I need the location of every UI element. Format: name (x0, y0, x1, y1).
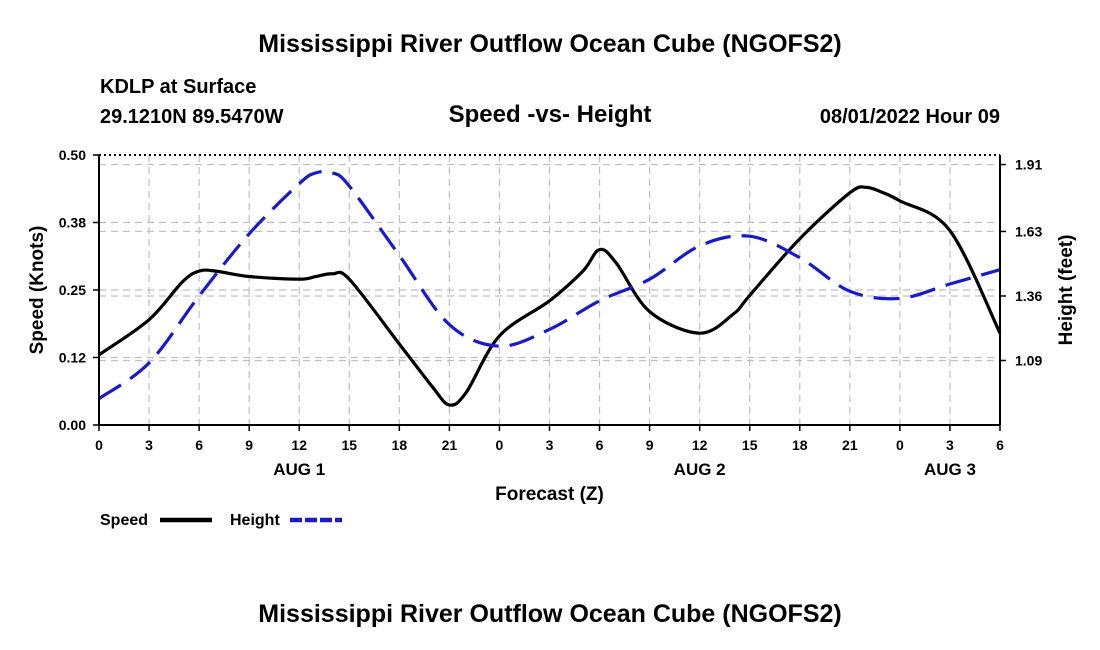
x-tick-label: 15 (341, 437, 357, 453)
y2-tick-label: 1.36 (1015, 288, 1042, 304)
speed-height-chart: 0 3 6 9 12 15 18 21 0 3 6 9 12 15 18 21 0 3 6 AUG 1 AUG 2 AUG… (27, 147, 1077, 529)
day-label: AUG 2 (674, 460, 726, 479)
day-label: AUG 1 (273, 460, 325, 479)
x-tick-label: 0 (95, 437, 103, 453)
series-layer (98, 169, 1002, 407)
x-tick-label: 3 (145, 437, 153, 453)
x-tick-label: 9 (245, 437, 253, 453)
location-label: 29.1210N 89.5470W (100, 106, 284, 128)
series-line-speed (98, 185, 1002, 407)
axes (93, 154, 1006, 431)
y-tick-label: 0.12 (59, 350, 86, 366)
x-tick-label: 6 (996, 437, 1004, 453)
x-tick-label: 18 (392, 437, 408, 453)
legend: Speed Height (100, 512, 342, 529)
x-tick-label: 12 (291, 437, 307, 453)
chart-subtitle: Speed -vs- Height (448, 101, 652, 128)
x-tick-label: 6 (596, 437, 604, 453)
x-tick-label: 21 (842, 437, 858, 453)
y2-axis-title: Height (feet) (1056, 235, 1077, 346)
y2-tick-label: 1.63 (1015, 223, 1042, 239)
footer-title: Mississippi River Outflow Ocean Cube (NG… (258, 600, 842, 628)
x-tick-label: 0 (896, 437, 904, 453)
grid (99, 155, 1000, 425)
x-tick-label: 18 (792, 437, 808, 453)
x-tick-label: 9 (646, 437, 654, 453)
station-label: KDLP at Surface (100, 76, 257, 98)
y-tick-label: 0.00 (59, 417, 86, 433)
y-axis-title: Speed (Knots) (27, 226, 48, 355)
x-tick-label: 3 (546, 437, 554, 453)
x-tick-label: 21 (442, 437, 458, 453)
y2-tick-label: 1.09 (1015, 352, 1042, 368)
chart-title: Mississippi River Outflow Ocean Cube (NG… (258, 30, 842, 58)
series-line-height (98, 169, 1001, 401)
x-tick-label: 3 (946, 437, 954, 453)
day-label: AUG 3 (924, 460, 976, 479)
y-tick-label: 0.25 (59, 282, 86, 298)
axis-labels: 0 3 6 9 12 15 18 21 0 3 6 9 12 15 18 21 0 3 6 AUG 1 AUG 2 AUG… (27, 147, 1077, 505)
x-tick-label: 6 (195, 437, 203, 453)
legend-label-height: Height (230, 512, 280, 529)
y2-tick-label: 1.91 (1015, 157, 1042, 173)
x-tick-label: 12 (692, 437, 708, 453)
x-axis-title: Forecast (Z) (495, 484, 604, 505)
x-tick-label: 15 (742, 437, 758, 453)
x-tick-label: 0 (496, 437, 504, 453)
datetime-label: 08/01/2022 Hour 09 (819, 106, 1000, 128)
y-tick-label: 0.50 (59, 147, 86, 163)
y-tick-label: 0.38 (59, 215, 86, 231)
legend-label-speed: Speed (100, 512, 148, 529)
